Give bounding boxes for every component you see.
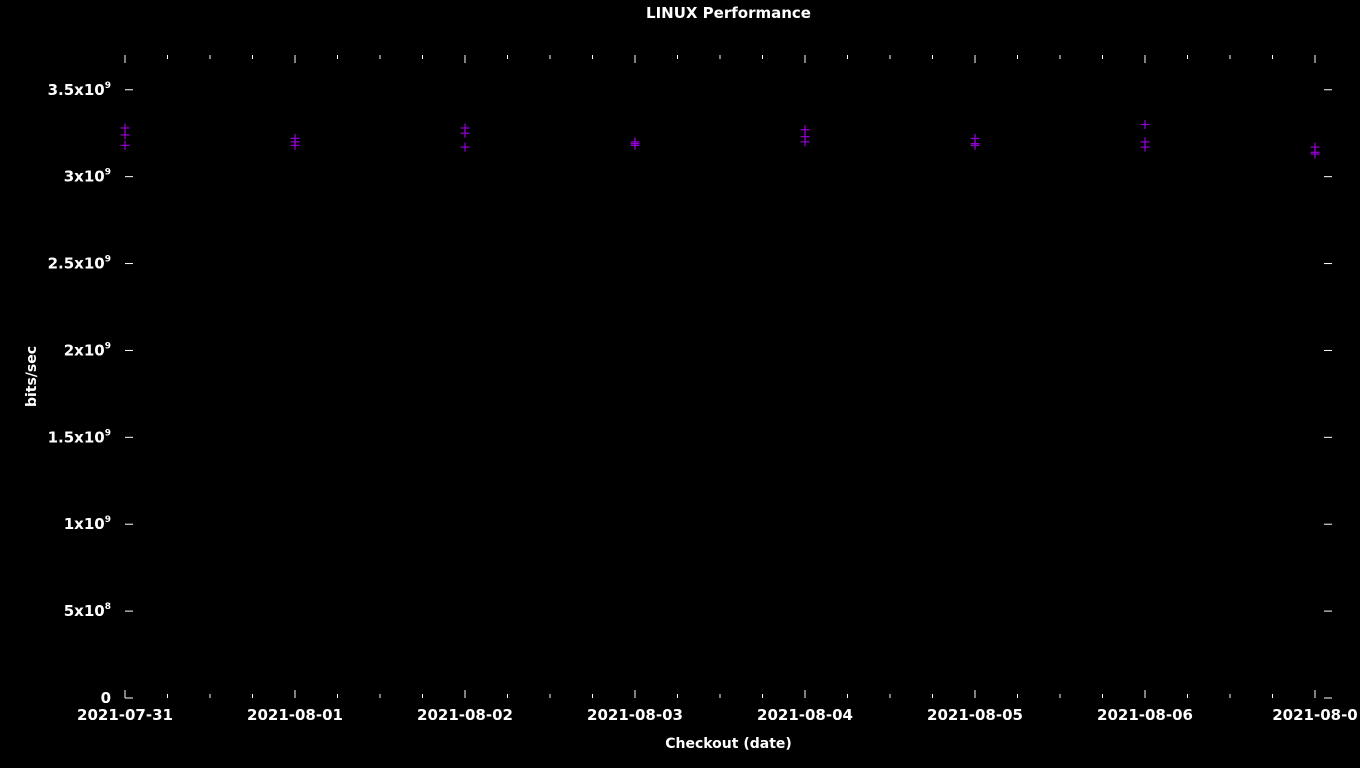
y-tick-label: 0 bbox=[101, 689, 111, 707]
y-tick-label: 3.5x109 bbox=[48, 81, 111, 99]
y-tick-label: 1x109 bbox=[64, 515, 111, 533]
x-tick-label: 2021-08-02 bbox=[417, 706, 513, 724]
y-tick-label: 3x109 bbox=[64, 168, 111, 186]
data-point bbox=[971, 134, 980, 143]
chart-title: LINUX Performance bbox=[646, 4, 811, 22]
y-axis-label: bits/sec bbox=[24, 346, 40, 407]
data-point bbox=[1141, 137, 1150, 146]
y-tick-label: 1.5x109 bbox=[48, 428, 111, 446]
y-tick-label: 2.5x109 bbox=[48, 255, 111, 273]
data-point bbox=[121, 141, 130, 150]
data-point bbox=[121, 123, 130, 132]
y-tick-label: 5x108 bbox=[64, 602, 111, 620]
x-tick-label: 2021-08-04 bbox=[757, 706, 853, 724]
x-tick-label: 2021-07-31 bbox=[77, 706, 173, 724]
plot-svg: LINUX Performance bits/sec Checkout (date)… bbox=[0, 0, 1360, 768]
data-point bbox=[461, 143, 470, 152]
data-point bbox=[461, 123, 470, 132]
data-point bbox=[1141, 120, 1150, 129]
data-point bbox=[801, 125, 810, 134]
y-tick-label: 2x109 bbox=[64, 341, 111, 359]
x-axis-label: Checkout (date) bbox=[665, 736, 792, 752]
x-tick-label: 2021-08-03 bbox=[587, 706, 683, 724]
x-tick-label: 2021-08-05 bbox=[927, 706, 1023, 724]
data-point bbox=[1311, 143, 1320, 152]
x-tick-label: 2021-08-0 bbox=[1272, 706, 1358, 724]
x-tick-label: 2021-08-06 bbox=[1097, 706, 1193, 724]
x-tick-label: 2021-08-01 bbox=[247, 706, 343, 724]
scatter-chart: LINUX Performance bits/sec Checkout (date)… bbox=[0, 0, 1360, 768]
